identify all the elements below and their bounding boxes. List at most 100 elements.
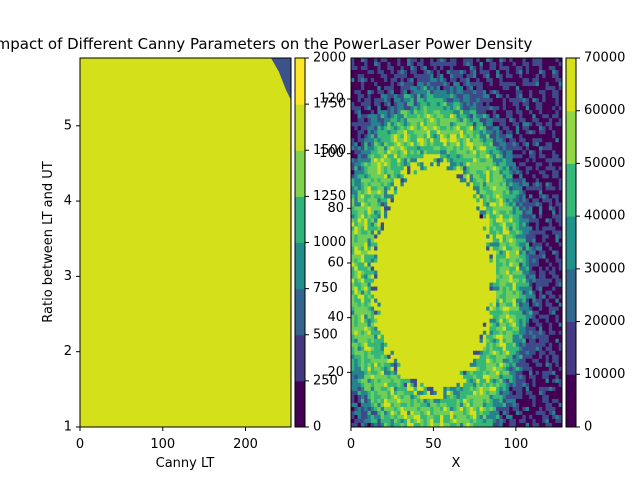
heatmap-cell xyxy=(459,306,464,312)
heatmap-cell xyxy=(529,238,533,243)
heatmap-cell xyxy=(387,342,391,348)
heatmap-cell xyxy=(446,110,451,115)
heatmap-cell xyxy=(446,58,451,63)
heatmap-cell xyxy=(529,102,533,107)
heatmap-cell xyxy=(558,210,563,215)
heatmap-cell xyxy=(354,106,358,111)
heatmap-cell xyxy=(529,298,533,304)
heatmap-cell xyxy=(479,162,484,167)
heatmap-cell xyxy=(430,322,434,328)
heatmap-cell xyxy=(489,170,494,175)
heatmap-cell xyxy=(505,230,510,235)
heatmap-cell xyxy=(436,266,441,271)
heatmap-cell xyxy=(351,318,355,324)
heatmap-cell xyxy=(535,334,540,340)
heatmap-cell xyxy=(446,74,451,79)
heatmap-cell xyxy=(499,210,504,215)
heatmap-cell xyxy=(416,306,421,312)
heatmap-cell xyxy=(479,146,484,151)
heatmap-cell xyxy=(542,282,546,288)
heatmap-cell xyxy=(459,250,464,255)
heatmap-cell xyxy=(430,270,434,275)
heatmap-cell xyxy=(499,242,504,247)
heatmap-cell xyxy=(512,114,517,119)
heatmap-cell xyxy=(449,134,454,139)
heatmap-cell xyxy=(377,306,382,312)
heatmap-cell xyxy=(459,118,464,123)
heatmap-cell xyxy=(364,250,368,255)
heatmap-cell xyxy=(423,358,428,364)
heatmap-cell xyxy=(423,286,428,292)
heatmap-cell xyxy=(499,322,504,328)
heatmap-cell xyxy=(420,178,424,183)
heatmap-cell xyxy=(463,146,467,151)
heatmap-cell xyxy=(423,346,428,352)
heatmap-cell xyxy=(364,258,368,263)
heatmap-cell xyxy=(456,150,461,155)
heatmap-cell xyxy=(542,318,546,324)
heatmap-cell xyxy=(360,198,365,203)
heatmap-cell xyxy=(529,322,533,328)
heatmap-cell xyxy=(360,310,365,316)
heatmap-cell xyxy=(558,362,563,368)
heatmap-cell xyxy=(433,126,438,131)
heatmap-cell xyxy=(542,350,546,356)
heatmap-cell xyxy=(499,206,504,211)
heatmap-cell xyxy=(413,290,418,296)
heatmap-cell xyxy=(446,262,451,267)
heatmap-cell xyxy=(555,310,560,316)
heatmap-cell xyxy=(430,82,434,87)
heatmap-cell xyxy=(525,342,530,348)
heatmap-cell xyxy=(496,234,500,239)
heatmap-cell xyxy=(466,210,471,215)
heatmap-cell xyxy=(430,154,434,159)
heatmap-cell xyxy=(496,218,500,223)
heatmap-cell xyxy=(482,190,487,195)
heatmap-cell xyxy=(397,334,401,340)
heatmap-cell xyxy=(479,350,484,356)
heatmap-cell xyxy=(374,362,378,368)
heatmap-cell xyxy=(496,130,500,135)
heatmap-cell xyxy=(364,98,368,103)
heatmap-cell xyxy=(400,158,405,163)
heatmap-cell xyxy=(351,286,355,292)
heatmap-cell xyxy=(482,162,487,167)
heatmap-cell xyxy=(548,306,553,312)
heatmap-cell xyxy=(416,158,421,163)
heatmap-cell xyxy=(515,214,520,219)
heatmap-cell xyxy=(440,262,444,267)
heatmap-cell xyxy=(413,306,418,312)
heatmap-cell xyxy=(403,58,408,63)
heatmap-cell xyxy=(492,238,497,243)
heatmap-cell xyxy=(387,78,391,83)
heatmap-cell xyxy=(364,278,368,284)
heatmap-cell xyxy=(380,154,385,159)
heatmap-cell xyxy=(440,174,444,179)
heatmap-cell xyxy=(522,198,527,203)
heatmap-cell xyxy=(393,82,398,87)
heatmap-cell xyxy=(482,74,487,79)
heatmap-cell xyxy=(505,362,510,368)
heatmap-cell xyxy=(486,294,490,300)
heatmap-cell xyxy=(502,238,507,243)
heatmap-cell xyxy=(486,118,490,123)
heatmap-cell xyxy=(364,310,368,316)
heatmap-cell xyxy=(446,322,451,328)
heatmap-cell xyxy=(403,86,408,91)
heatmap-cell xyxy=(383,346,388,352)
heatmap-cell xyxy=(469,262,474,267)
heatmap-cell xyxy=(509,66,513,71)
heatmap-cell xyxy=(466,90,471,95)
heatmap-cell xyxy=(430,114,434,119)
heatmap-cell xyxy=(413,254,418,259)
heatmap-cell xyxy=(433,238,438,243)
heatmap-cell xyxy=(357,298,362,304)
heatmap-cell xyxy=(469,126,474,131)
heatmap-cell xyxy=(489,194,494,199)
heatmap-cell xyxy=(459,70,464,75)
heatmap-cell xyxy=(555,162,560,167)
heatmap-cell xyxy=(469,142,474,147)
heatmap-cell xyxy=(367,242,372,247)
left-colorbar-tick-label: 1750 xyxy=(313,97,346,112)
heatmap-cell xyxy=(433,166,438,171)
